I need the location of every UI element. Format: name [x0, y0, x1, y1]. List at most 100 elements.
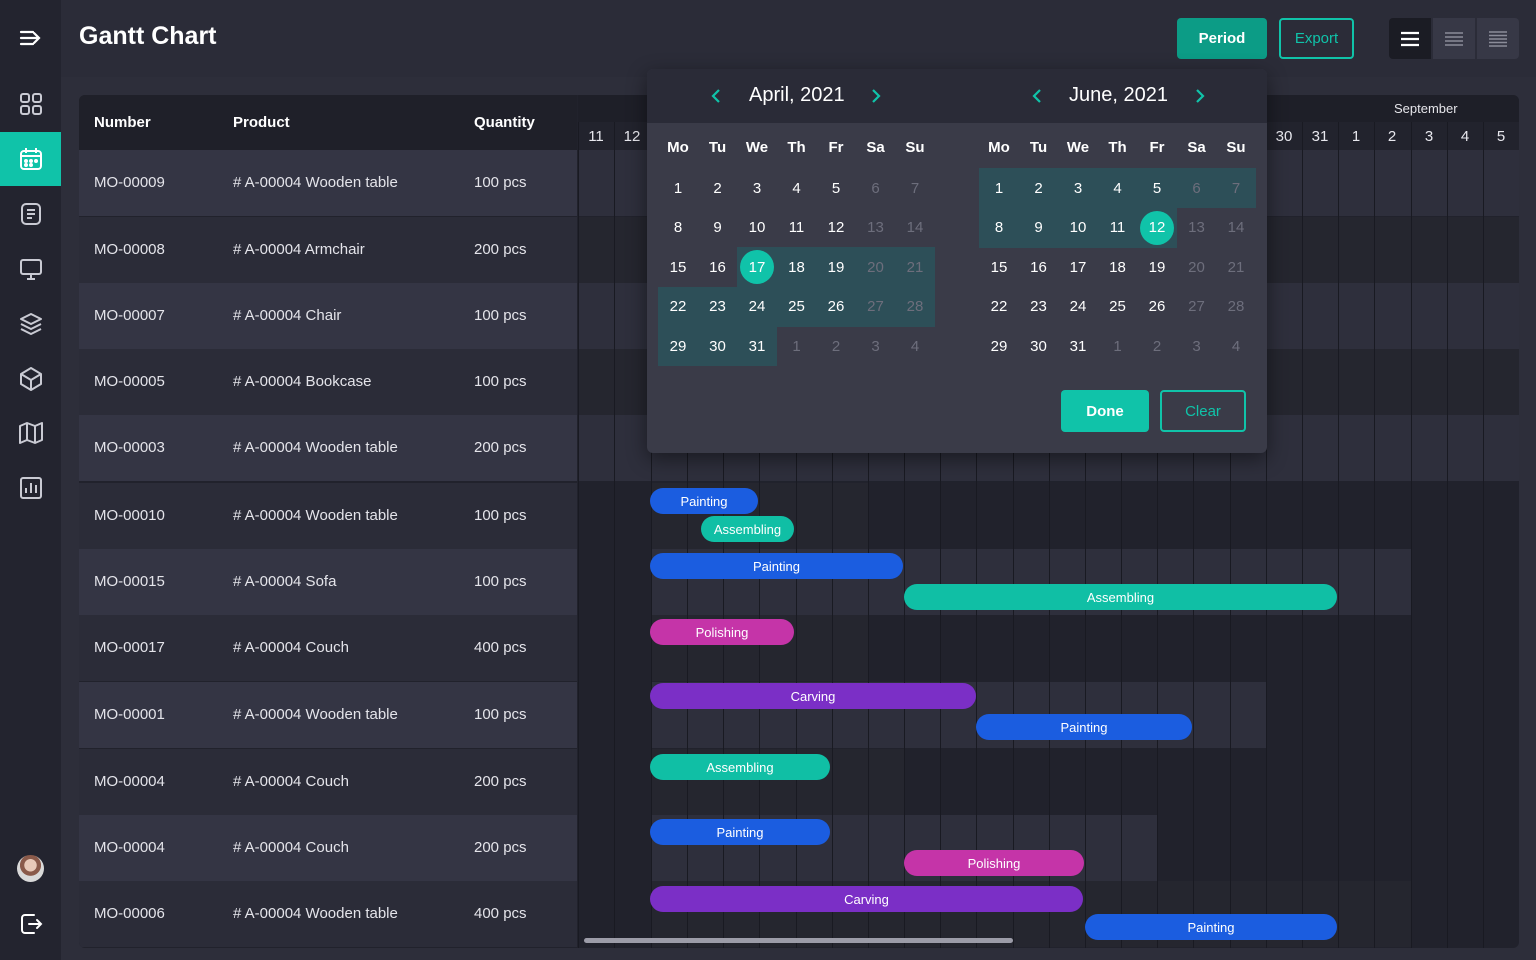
june-day[interactable]: 26	[1148, 298, 1166, 316]
table-row[interactable]: MO-00009 # A-00004 Wooden table 100 pcs	[79, 150, 577, 216]
june-day[interactable]: 3	[1058, 168, 1098, 208]
table-row[interactable]: MO-00005 # A-00004 Bookcase 100 pcs	[79, 349, 577, 415]
june-day[interactable]: 3	[1192, 337, 1201, 355]
gantt-bar-assembling[interactable]: Assembling	[904, 584, 1337, 610]
april-day[interactable]: 10	[748, 219, 766, 237]
april-day[interactable]: 25	[776, 286, 817, 327]
april-day[interactable]: 20	[855, 247, 896, 288]
list-view-toggle[interactable]	[1389, 18, 1431, 59]
april-day[interactable]: 17	[737, 247, 777, 288]
document-icon[interactable]	[0, 187, 61, 241]
april-day[interactable]: 1	[673, 179, 683, 197]
april-day[interactable]: 2	[831, 337, 841, 355]
june-day[interactable]: 24	[1069, 298, 1087, 316]
menu-expand-icon[interactable]	[0, 11, 61, 65]
april-day[interactable]: 16	[709, 258, 726, 276]
june-day[interactable]: 29	[990, 337, 1008, 355]
april-day[interactable]: 14	[906, 219, 924, 237]
next-month-right-icon[interactable]	[1190, 85, 1210, 107]
june-day[interactable]: 4	[1231, 337, 1241, 355]
april-day[interactable]: 13	[867, 219, 884, 237]
june-day[interactable]: 27	[1188, 298, 1205, 316]
june-day[interactable]: 4	[1097, 168, 1138, 208]
table-row[interactable]: MO-00017 # A-00004 Couch 400 pcs	[79, 615, 577, 681]
table-row[interactable]: MO-00015 # A-00004 Sofa 100 pcs	[79, 549, 577, 615]
june-day[interactable]: 28	[1227, 298, 1245, 316]
june-day[interactable]: 31	[1069, 337, 1087, 355]
april-day[interactable]: 28	[895, 286, 935, 327]
dashboard-icon[interactable]	[0, 77, 61, 131]
june-day[interactable]: 6	[1176, 168, 1217, 208]
june-day[interactable]: 5	[1137, 168, 1177, 208]
april-day[interactable]: 21	[895, 247, 935, 288]
april-day[interactable]: 26	[816, 286, 856, 327]
table-row[interactable]: MO-00006 # A-00004 Wooden table 400 pcs	[79, 881, 577, 947]
june-day[interactable]: 7	[1216, 168, 1256, 208]
gantt-bar-carving[interactable]: Carving	[650, 886, 1083, 912]
june-day[interactable]: 13	[1188, 219, 1205, 237]
april-day[interactable]: 4	[792, 179, 801, 197]
june-day[interactable]: 10	[1058, 207, 1098, 248]
june-day[interactable]: 2	[1018, 168, 1059, 208]
gantt-bar-painting[interactable]: Painting	[650, 553, 903, 579]
june-day[interactable]: 16	[1030, 258, 1047, 276]
april-day[interactable]: 5	[831, 179, 841, 197]
april-day[interactable]: 1	[792, 337, 801, 355]
june-day[interactable]: 1	[979, 168, 1019, 208]
column-header-product[interactable]: Product	[233, 114, 290, 131]
export-button[interactable]: Export	[1279, 18, 1354, 59]
april-day[interactable]: 2	[713, 179, 722, 197]
april-day[interactable]: 7	[910, 179, 920, 197]
gantt-bar-polishing[interactable]: Polishing	[650, 619, 794, 645]
period-button[interactable]: Period	[1177, 18, 1267, 59]
logout-icon[interactable]	[0, 897, 61, 951]
june-day[interactable]: 22	[990, 298, 1008, 316]
june-day[interactable]: 8	[979, 207, 1019, 248]
gantt-bar-painting[interactable]: Painting	[976, 714, 1192, 740]
table-row[interactable]: MO-00004 # A-00004 Couch 200 pcs	[79, 815, 577, 881]
april-day[interactable]: 9	[713, 219, 722, 237]
cube-icon[interactable]	[0, 352, 61, 406]
layers-icon[interactable]	[0, 297, 61, 351]
april-day[interactable]: 24	[737, 286, 777, 327]
april-day[interactable]: 30	[697, 326, 738, 367]
april-day[interactable]: 15	[669, 258, 687, 276]
gantt-bar-painting[interactable]: Painting	[1085, 914, 1337, 940]
gantt-bar-polishing[interactable]: Polishing	[904, 850, 1084, 876]
april-day[interactable]: 4	[910, 337, 920, 355]
june-day[interactable]: 25	[1109, 298, 1126, 316]
april-day[interactable]: 8	[673, 219, 683, 237]
april-day[interactable]: 23	[697, 286, 738, 327]
june-day[interactable]: 9	[1018, 207, 1059, 248]
done-button[interactable]: Done	[1061, 390, 1149, 432]
table-row[interactable]: MO-00004 # A-00004 Couch 200 pcs	[79, 749, 577, 815]
gantt-bar-assembling[interactable]: Assembling	[701, 516, 794, 542]
table-row[interactable]: MO-00003 # A-00004 Wooden table 200 pcs	[79, 415, 577, 481]
june-day[interactable]: 17	[1069, 258, 1087, 276]
table-row[interactable]: MO-00010 # A-00004 Wooden table 100 pcs	[79, 483, 577, 549]
april-day[interactable]: 27	[855, 286, 896, 327]
june-day[interactable]: 12	[1137, 207, 1177, 248]
dense-view-toggle[interactable]	[1477, 18, 1519, 59]
avatar[interactable]	[17, 855, 44, 882]
june-day[interactable]: 19	[1148, 258, 1166, 276]
june-day[interactable]: 18	[1109, 258, 1126, 276]
april-day[interactable]: 3	[752, 179, 762, 197]
table-row[interactable]: MO-00008 # A-00004 Armchair 200 pcs	[79, 217, 577, 283]
gantt-bar-painting[interactable]: Painting	[650, 488, 758, 514]
gantt-bar-assembling[interactable]: Assembling	[650, 754, 830, 780]
prev-month-right-icon[interactable]	[1027, 85, 1047, 107]
table-row[interactable]: MO-00007 # A-00004 Chair 100 pcs	[79, 283, 577, 349]
april-day[interactable]: 29	[658, 326, 698, 367]
column-header-number[interactable]: Number	[94, 114, 151, 131]
april-day[interactable]: 22	[658, 286, 698, 327]
clear-button[interactable]: Clear	[1160, 390, 1246, 432]
calendar-icon[interactable]	[0, 132, 61, 186]
monitor-icon[interactable]	[0, 242, 61, 296]
april-day[interactable]: 6	[871, 179, 880, 197]
april-day[interactable]: 31	[737, 326, 777, 367]
table-row[interactable]: MO-00001 # A-00004 Wooden table 100 pcs	[79, 682, 577, 748]
june-day[interactable]: 21	[1227, 258, 1245, 276]
map-icon[interactable]	[0, 406, 61, 460]
april-day[interactable]: 18	[776, 247, 817, 288]
